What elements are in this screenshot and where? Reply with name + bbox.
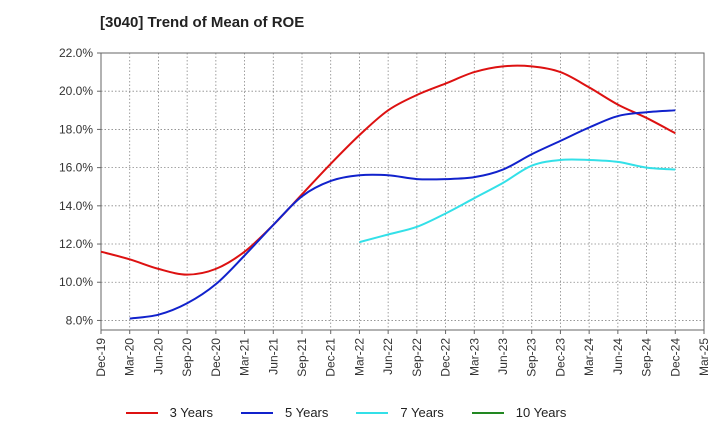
x-tick-label: Mar-25 <box>697 338 711 376</box>
legend-swatch <box>125 411 158 414</box>
legend-label: 3 Years <box>169 405 213 420</box>
x-tick-label: Sep-20 <box>180 338 194 377</box>
grid <box>101 52 704 330</box>
legend-label: 10 Years <box>515 405 567 420</box>
x-tick-label: Jun-21 <box>266 338 280 375</box>
legend: 3 Years 5 Years 7 Years 10 Years <box>0 405 720 420</box>
series-line-5-years <box>129 109 676 320</box>
legend-swatch <box>356 411 389 414</box>
x-tick-label: Sep-23 <box>525 338 539 377</box>
x-tick-label: Sep-22 <box>410 338 424 377</box>
x-tick-label: Dec-23 <box>553 338 567 377</box>
legend-swatch <box>241 411 273 414</box>
y-tick-label: 10.0% <box>59 275 93 289</box>
roe-trend-chart: 8.0%10.0%12.0%14.0%16.0%18.0%20.0%22.0% … <box>59 46 711 377</box>
x-tick-label: Mar-20 <box>123 338 137 376</box>
x-axis-ticks: Dec-19 Mar-20 Jun-20 Sep-20 Dec-20 Mar-21 Jun-… <box>94 330 711 377</box>
x-tick-label: Mar-24 <box>582 338 596 376</box>
chart-title: [3040] Trend of Mean of ROE <box>100 14 305 31</box>
y-tick-label: 16.0% <box>59 161 93 175</box>
legend-swatch <box>471 411 504 414</box>
x-tick-label: Sep-24 <box>640 338 654 377</box>
y-tick-label: 14.0% <box>59 199 93 213</box>
series-lines <box>100 64 676 320</box>
x-tick-label: Mar-23 <box>467 338 481 376</box>
x-tick-label: Dec-24 <box>668 338 682 377</box>
legend-item-5-years: 5 Years <box>241 405 328 420</box>
legend-item-10-years: 10 Years <box>471 405 567 420</box>
plot-area <box>100 52 705 331</box>
x-tick-label: Jun-23 <box>496 338 510 375</box>
series-line-3-years <box>100 64 676 276</box>
x-tick-label: Jun-24 <box>611 338 625 375</box>
legend-item-3-years: 3 Years <box>125 405 213 420</box>
x-tick-label: Dec-19 <box>94 338 108 377</box>
y-tick-label: 22.0% <box>59 46 93 60</box>
y-tick-label: 12.0% <box>59 237 93 251</box>
y-tick-label: 8.0% <box>66 313 94 327</box>
x-tick-label: Dec-21 <box>324 338 338 377</box>
x-tick-label: Dec-22 <box>439 338 453 377</box>
x-tick-label: Mar-22 <box>352 338 366 376</box>
x-tick-label: Dec-20 <box>209 338 223 377</box>
x-tick-label: Sep-21 <box>295 338 309 377</box>
legend-label: 7 Years <box>400 405 444 420</box>
y-tick-label: 18.0% <box>59 122 93 136</box>
legend-label: 5 Years <box>285 405 329 420</box>
x-tick-label: Jun-22 <box>381 338 395 375</box>
x-tick-label: Jun-20 <box>151 338 165 375</box>
series-line-7-years <box>359 158 676 244</box>
x-tick-label: Mar-21 <box>238 338 252 376</box>
legend-item-7-years: 7 Years <box>356 405 444 420</box>
y-axis-ticks: 8.0% 10.0% 12.0% 14.0% 16.0% 18.0% 20.0% 22.0% <box>59 46 101 327</box>
y-tick-label: 20.0% <box>59 84 93 98</box>
